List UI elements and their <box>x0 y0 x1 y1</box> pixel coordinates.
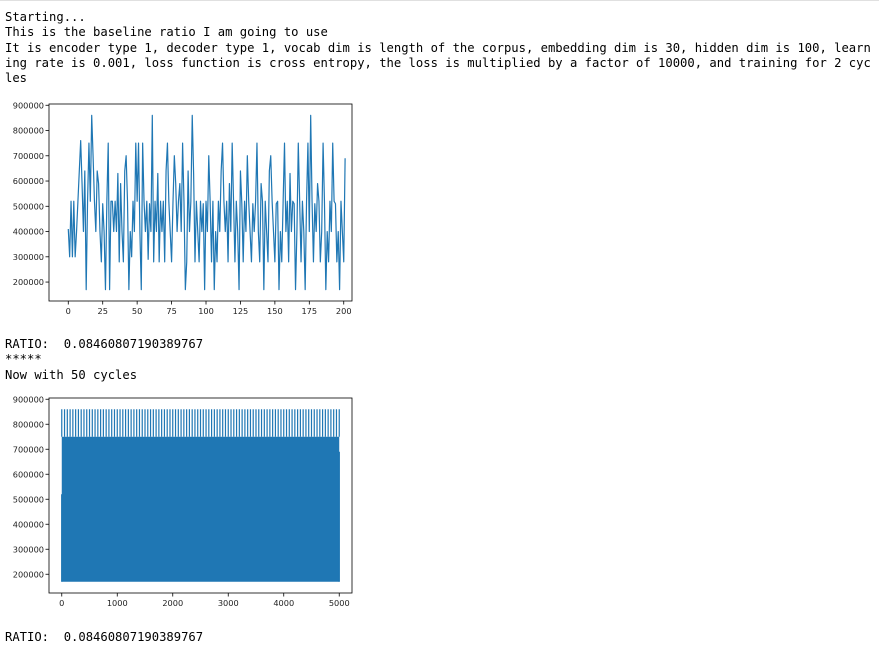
x-tick-label: 50 <box>132 306 142 316</box>
plot-50-cycles: 200000 300000 400000 500000 600000 700000 8000… <box>0 394 360 616</box>
series-line <box>61 409 340 582</box>
y-tick-label: 900000 <box>13 394 44 404</box>
x-tick-label: 150 <box>267 306 283 316</box>
x-tick-label: 175 <box>301 306 317 316</box>
output-line: Now with 50 cycles <box>5 367 138 382</box>
output-line: This is the baseline ratio I am going to… <box>5 25 328 40</box>
cell-divider <box>0 0 879 4</box>
y-tick-label: 600000 <box>13 469 44 479</box>
separator-line: ***** <box>5 352 42 367</box>
x-tick-label: 3000 <box>218 598 239 608</box>
line-chart-50-cycles: 200000 300000 400000 500000 600000 700000 8000… <box>13 394 353 608</box>
x-tick-label: 1000 <box>107 598 128 608</box>
plot-frame <box>48 397 353 594</box>
y-tick-label: 600000 <box>13 176 44 186</box>
x-tick-label: 0 <box>66 306 71 316</box>
series-line <box>67 114 346 291</box>
x-tick-label: 75 <box>166 306 176 316</box>
y-tick-label: 400000 <box>13 227 44 237</box>
y-tick-label: 800000 <box>13 126 44 136</box>
y-tick-label: 800000 <box>13 419 44 429</box>
output-line: Starting... <box>5 10 86 24</box>
plot-frame <box>48 103 353 302</box>
y-tick-label: 300000 <box>13 544 44 554</box>
axes-group: 200000 300000 400000 500000 600000 700000 8000… <box>13 100 352 316</box>
stdout-stream-1: Starting... This is the baseline ratio I … <box>5 10 873 86</box>
x-tick-label: 100 <box>198 306 214 316</box>
y-tick-label: 900000 <box>13 100 44 110</box>
x-tick-label: 25 <box>98 306 108 316</box>
stdout-stream-2: RATIO: 0.08460807190389767 ***** Now with … <box>5 337 873 383</box>
y-tick-label: 700000 <box>13 151 44 161</box>
stdout-stream-3: RATIO: 0.08460807190389767 <box>5 630 873 645</box>
axes-group: 200000 300000 400000 500000 600000 700000 8000… <box>13 394 350 608</box>
x-tick-label: 4000 <box>273 598 294 608</box>
plot-2-cycles: 200000 300000 400000 500000 600000 700000 8000… <box>0 100 360 325</box>
x-tick-label: 2000 <box>162 598 183 608</box>
output-line: It is encoder type 1, decoder type 1, vo… <box>5 40 871 86</box>
y-tick-label: 400000 <box>13 519 44 529</box>
y-tick-label: 200000 <box>13 277 44 287</box>
ratio-line: RATIO: 0.08460807190389767 <box>5 630 204 644</box>
y-tick-label: 200000 <box>13 569 44 579</box>
series-spikes <box>61 409 340 437</box>
x-tick-label: 0 <box>59 598 64 608</box>
x-tick-label: 125 <box>233 306 249 316</box>
y-tick-label: 500000 <box>13 494 44 504</box>
line-chart-2-cycles: 200000 300000 400000 500000 600000 700000 8000… <box>13 100 353 316</box>
y-tick-label: 300000 <box>13 252 44 262</box>
ratio-line: RATIO: 0.08460807190389767 <box>5 337 204 351</box>
series-band <box>61 436 340 582</box>
x-tick-label: 200 <box>336 306 352 316</box>
y-tick-label: 700000 <box>13 444 44 454</box>
x-tick-label: 5000 <box>329 598 350 608</box>
y-tick-label: 500000 <box>13 201 44 211</box>
